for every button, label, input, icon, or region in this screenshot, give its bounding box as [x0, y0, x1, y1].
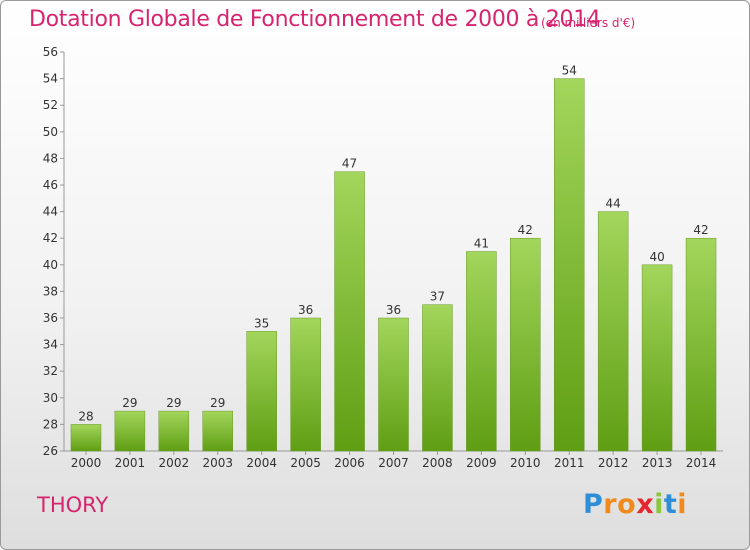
bar-value-label: 29	[166, 396, 181, 410]
bar	[597, 211, 629, 452]
bar	[202, 410, 234, 452]
y-tick-label: 40	[43, 258, 58, 272]
y-tick-label: 52	[43, 98, 58, 112]
y-tick-label: 38	[43, 284, 58, 298]
bar	[466, 251, 497, 452]
bar	[685, 237, 717, 452]
bar-value-label: 36	[386, 303, 401, 317]
bar-value-label: 54	[562, 64, 577, 78]
y-tick-label: 28	[43, 417, 58, 431]
bar-value-label: 28	[78, 409, 93, 423]
y-tick-label: 32	[43, 364, 58, 378]
y-tick-label: 30	[43, 391, 58, 405]
logo-letter: i	[677, 489, 688, 520]
bar-value-label: 42	[693, 223, 708, 237]
x-tick-label: 2002	[159, 456, 190, 470]
logo-letter: x	[636, 489, 655, 520]
bar	[378, 317, 409, 452]
x-tick-label: 2012	[598, 456, 629, 470]
bar-value-label: 29	[122, 396, 137, 410]
bar	[70, 424, 102, 452]
bar	[553, 78, 585, 452]
y-tick-label: 48	[43, 151, 58, 165]
x-tick-label: 2010	[510, 456, 541, 470]
x-tick-label: 2009	[466, 456, 497, 470]
x-tick-label: 2011	[554, 456, 585, 470]
y-tick-label: 36	[43, 311, 58, 325]
bar-value-label: 41	[474, 237, 489, 251]
y-tick-label: 34	[43, 338, 58, 352]
y-tick-label: 46	[43, 178, 58, 192]
y-tick-label: 44	[43, 205, 58, 219]
bar	[334, 171, 365, 452]
labels: 28 29 29 29 35 36 47 36 37 41 42 54 44 40 42	[78, 64, 708, 424]
axes: 26 28 30 32 34 36 38 40 42 44 46 48 50 52 54 56 2000 2001…	[43, 45, 723, 470]
bar	[510, 237, 541, 452]
bar	[641, 264, 673, 452]
bar-value-label: 47	[342, 157, 357, 171]
chart-title: Dotation Globale de Fonctionnement de 20…	[29, 7, 601, 32]
x-tick-label: 2004	[246, 456, 277, 470]
proxiti-logo: Proxiti	[583, 489, 687, 520]
bar-value-label: 35	[254, 316, 269, 330]
bars	[70, 78, 717, 452]
x-tick-label: 2014	[686, 456, 717, 470]
y-tick-label: 26	[43, 444, 58, 458]
y-tick-label: 42	[43, 231, 58, 245]
bar-value-label: 42	[518, 223, 533, 237]
y-tick-label: 50	[43, 125, 58, 139]
x-tick-label: 2008	[422, 456, 453, 470]
logo-letter: i	[654, 489, 664, 520]
logo-letter: r	[603, 489, 618, 520]
bar-value-label: 40	[649, 250, 664, 264]
bar	[114, 410, 146, 452]
logo-letter: P	[583, 489, 604, 520]
x-tick-label: 2003	[202, 456, 233, 470]
logo-letter: t	[663, 489, 678, 520]
x-tick-label: 2006	[334, 456, 365, 470]
x-tick-label: 2001	[115, 456, 146, 470]
y-tick-label: 54	[43, 72, 58, 86]
bar	[246, 331, 277, 452]
bar-value-label: 36	[298, 303, 313, 317]
x-tick-label: 2013	[642, 456, 673, 470]
bar-value-label: 37	[430, 290, 445, 304]
x-tick-label: 2007	[378, 456, 409, 470]
x-tick-label: 2000	[71, 456, 102, 470]
bar	[158, 410, 190, 452]
bar	[422, 304, 453, 452]
bar-value-label: 29	[210, 396, 225, 410]
logo-letter: o	[617, 489, 637, 520]
commune-name: THORY	[37, 493, 109, 517]
bar-value-label: 44	[606, 197, 621, 211]
y-tick-label: 56	[43, 45, 58, 59]
chart-unit: (en milliers d'€)	[541, 16, 636, 30]
x-tick-label: 2005	[290, 456, 321, 470]
bar	[290, 317, 321, 452]
